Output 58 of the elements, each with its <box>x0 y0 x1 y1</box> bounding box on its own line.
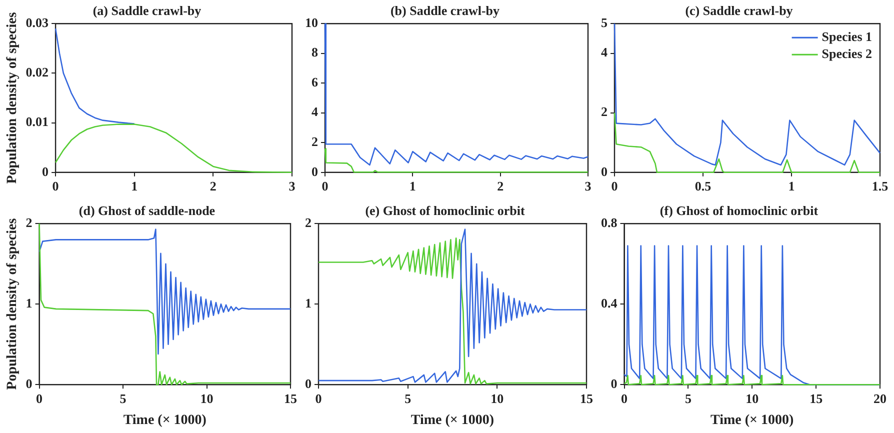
x-tick-label: 10 <box>200 390 214 406</box>
x-axis-title: Time (× 1000) <box>410 413 494 428</box>
x-axis-title: Time (× 1000) <box>710 413 794 428</box>
legend-label: Species 2 <box>822 46 872 61</box>
x-tick-label: 1 <box>409 178 416 194</box>
x-tick-label: 15 <box>284 390 298 406</box>
x-tick-label: 3 <box>288 178 296 194</box>
x-tick-label: 15 <box>580 390 594 406</box>
x-tick-label: 1 <box>131 178 138 194</box>
x-tick-label: 10 <box>490 390 504 406</box>
x-axis-title: Time (× 1000) <box>123 413 207 428</box>
y-tick-label: 4 <box>312 104 318 120</box>
y-tick-label: 2 <box>312 134 318 149</box>
y-tick-label: 0 <box>26 376 32 391</box>
chart-title: (a) Saddle crawl-by <box>92 3 202 18</box>
x-tick-label: 3 <box>584 178 592 194</box>
x-tick-label: 5 <box>684 390 692 406</box>
y-tick-label: 1 <box>26 295 32 310</box>
chart-title: (b) Saddle crawl-by <box>390 3 500 18</box>
y-axis-title: Population density of species <box>5 218 20 390</box>
y-tick-label: 0.4 <box>601 295 618 310</box>
x-tick-label: 1.5 <box>872 178 889 194</box>
y-tick-label: 0.03 <box>26 14 50 30</box>
chart-title: (d) Ghost of saddle-node <box>78 203 216 218</box>
y-tick-label: 6 <box>312 74 318 90</box>
x-tick-label: 2 <box>497 178 504 194</box>
y-tick-label: 0.01 <box>26 114 49 130</box>
x-tick-label: 0 <box>322 178 328 194</box>
y-tick-label: 2 <box>601 104 608 120</box>
chart-title: (f) Ghost of homoclinic orbit <box>660 203 819 218</box>
y-tick-label: 1 <box>305 295 312 310</box>
y-tick-label: 0 <box>601 164 608 179</box>
y-tick-label: 0 <box>610 376 618 391</box>
chart-title: (e) Ghost of homoclinic orbit <box>365 203 526 218</box>
x-tick-label: 0.5 <box>694 178 712 194</box>
y-tick-label: 0.8 <box>601 214 618 230</box>
y-axis-title: Population density of species <box>5 12 20 184</box>
x-tick-label: 5 <box>120 390 127 406</box>
y-tick-label: 8 <box>312 44 318 60</box>
y-tick-label: 0 <box>312 164 318 179</box>
x-tick-label: 1 <box>788 178 795 194</box>
y-tick-label: 0 <box>42 164 49 179</box>
x-tick-label: 15 <box>810 390 824 406</box>
legend-label: Species 1 <box>822 28 872 44</box>
x-tick-label: 0 <box>621 390 628 406</box>
y-tick-label: 2 <box>305 214 312 230</box>
chart-title: (c) Saddle crawl-by <box>685 3 794 18</box>
x-tick-label: 0 <box>52 178 59 194</box>
y-tick-label: 4 <box>601 44 608 60</box>
x-tick-label: 2 <box>210 178 216 194</box>
x-tick-label: 20 <box>874 390 886 406</box>
x-tick-label: 5 <box>404 390 412 406</box>
x-tick-label: 10 <box>746 390 759 406</box>
y-tick-label: 0 <box>305 376 312 391</box>
y-tick-label: 10 <box>305 14 318 30</box>
y-tick-label: 0.02 <box>26 64 49 80</box>
y-tick-label: 5 <box>601 14 608 30</box>
y-tick-label: 2 <box>26 214 32 230</box>
